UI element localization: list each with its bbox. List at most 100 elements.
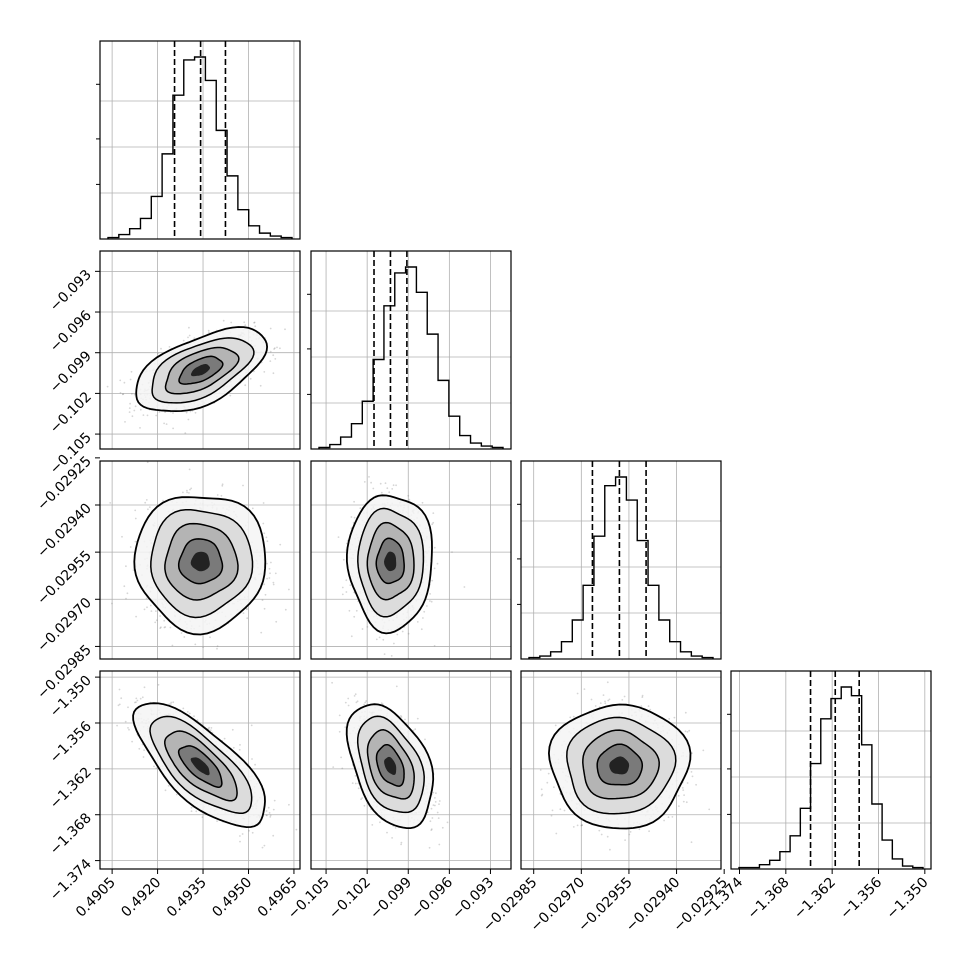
scatter-point [269, 360, 272, 362]
scatter-point [122, 393, 125, 395]
scatter-point [158, 411, 161, 413]
scatter-point [279, 543, 282, 546]
scatter-point [372, 487, 375, 490]
scatter-point [383, 653, 386, 655]
scatter-point [361, 628, 364, 630]
scatter-point [436, 562, 439, 565]
scatter-point [163, 619, 166, 622]
scatter-point [379, 482, 382, 485]
scatter-point [463, 586, 466, 588]
scatter-point [168, 346, 171, 348]
scatter-point [188, 334, 191, 337]
scatter-point [154, 621, 157, 624]
scatter-point [433, 567, 436, 570]
scatter-point [126, 592, 129, 595]
scatter-point [146, 414, 149, 417]
scatter-point [134, 509, 137, 512]
scatter-point [147, 508, 149, 511]
scatter-point [209, 636, 211, 639]
scatter-point [160, 347, 162, 350]
scatter-point [276, 346, 278, 349]
scatter-point [131, 415, 134, 418]
scatter-point [186, 489, 188, 492]
scatter-point [254, 325, 257, 328]
scatter-point [222, 319, 225, 322]
scatter-point [221, 484, 224, 487]
scatter-point [121, 393, 124, 396]
scatter-point [262, 522, 265, 525]
scatter-point [160, 626, 162, 629]
scatter-point [272, 372, 275, 375]
scatter-point [129, 378, 132, 381]
scatter-point [120, 697, 123, 700]
scatter-point [432, 512, 435, 514]
scatter-point [416, 621, 419, 623]
scatter-point [129, 546, 132, 548]
scatter-point [268, 577, 271, 579]
scatter-point [208, 331, 210, 334]
scatter-point [193, 337, 196, 340]
panel-2-0 [99, 460, 301, 660]
scatter-point [230, 321, 233, 324]
scatter-point [164, 411, 167, 413]
scatter-point [337, 536, 340, 538]
scatter-point [171, 644, 174, 647]
scatter-point [172, 412, 174, 414]
panel-frame [310, 250, 512, 450]
scatter-point [390, 655, 393, 657]
panel-1-1 [307, 250, 512, 450]
scatter-point [133, 409, 136, 412]
scatter-point [274, 358, 277, 360]
histogram-step [107, 56, 293, 239]
scatter-point [426, 605, 428, 607]
panel-0-0 [96, 40, 301, 240]
scatter-point [148, 506, 151, 508]
scatter-point [185, 411, 188, 414]
scatter-point [380, 491, 383, 494]
scatter-point [129, 402, 132, 405]
scatter-point [187, 418, 190, 421]
scatter-point [382, 638, 385, 641]
scatter-point [119, 379, 122, 382]
scatter-point [106, 385, 109, 388]
scatter-point [392, 484, 395, 487]
scatter-point [141, 696, 144, 699]
panel-1-0 [99, 250, 301, 450]
scatter-point [124, 421, 126, 423]
scatter-point [345, 591, 348, 593]
scatter-point [263, 371, 266, 373]
scatter-point [342, 558, 345, 561]
scatter-point [194, 643, 197, 646]
scatter-point [183, 636, 186, 638]
scatter-point [279, 347, 281, 350]
scatter-point [188, 326, 190, 329]
scatter-point [242, 612, 245, 614]
scatter-point [121, 535, 123, 538]
scatter-point [407, 494, 410, 497]
scatter-point [262, 502, 265, 504]
scatter-point [263, 532, 266, 535]
scatter-point [269, 572, 271, 575]
scatter-point [134, 405, 137, 408]
scatter-point [159, 615, 162, 617]
scatter-point [433, 645, 436, 647]
scatter-point [272, 581, 275, 584]
scatter-point [142, 756, 145, 758]
scatter-point [261, 599, 264, 601]
scatter-point [284, 328, 286, 331]
scatter-point [269, 350, 272, 353]
scatter-point [144, 501, 147, 504]
scatter-point [109, 502, 112, 504]
scatter-point [253, 321, 256, 324]
scatter-point [155, 610, 157, 612]
scatter-point [355, 609, 358, 612]
scatter-point [284, 608, 287, 611]
scatter-point [386, 487, 389, 490]
scatter-point [431, 579, 434, 582]
scatter-point [260, 631, 263, 634]
scatter-point [353, 500, 355, 503]
scatter-point [363, 481, 366, 483]
scatter-point [366, 626, 369, 628]
scatter-point [134, 540, 137, 543]
